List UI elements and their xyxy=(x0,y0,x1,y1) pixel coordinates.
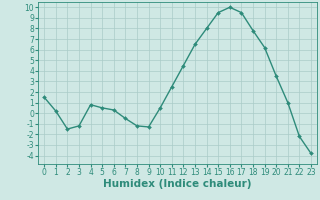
X-axis label: Humidex (Indice chaleur): Humidex (Indice chaleur) xyxy=(103,179,252,189)
